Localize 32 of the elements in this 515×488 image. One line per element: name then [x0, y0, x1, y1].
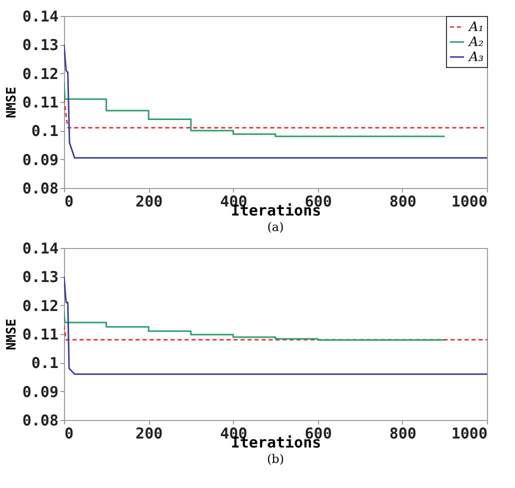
x-tick-label: 1000	[451, 192, 488, 210]
x-tick-label: 800	[389, 192, 416, 210]
y-tick-label: 0.12	[22, 64, 58, 83]
y-tick-label: 0.11	[22, 94, 58, 112]
text: (b)	[266, 452, 284, 466]
x-tick-label: 200	[136, 424, 163, 442]
y-tick-label: 0.1	[31, 354, 58, 372]
y-tick-label: 0.08	[22, 412, 58, 430]
x-tick-label: 0	[64, 192, 74, 210]
y-tick-label: 0.12	[22, 296, 58, 315]
y-tick-label: 0.08	[22, 180, 58, 198]
legend-label: A₁	[468, 20, 484, 35]
y-tick-label: 0.11	[22, 326, 58, 344]
y-tick-label: 0.1	[31, 122, 58, 140]
line-series	[64, 310, 446, 341]
y-tick-label: 0.14	[22, 8, 58, 26]
y-tick-label: 0.09	[22, 382, 58, 401]
y-axis-title: NMSE	[4, 318, 20, 350]
y-tick-label: 0.13	[22, 268, 58, 286]
y-tick-label: 0.14	[22, 240, 58, 258]
y-tick-label: 0.09	[22, 150, 58, 169]
line-series	[64, 276, 487, 375]
x-tick-label: 0	[64, 424, 74, 442]
y-axis-title: NMSE	[4, 86, 20, 118]
x-tick-label: 800	[389, 424, 416, 442]
legend-label: A₃	[468, 50, 484, 65]
text: (a)	[267, 220, 284, 234]
y-tick-label: 0.13	[22, 36, 58, 54]
line-series	[64, 81, 446, 138]
x-tick-label: 1000	[451, 424, 488, 442]
x-tick-label: 200	[136, 192, 163, 210]
legend-label: A₂	[468, 35, 484, 50]
